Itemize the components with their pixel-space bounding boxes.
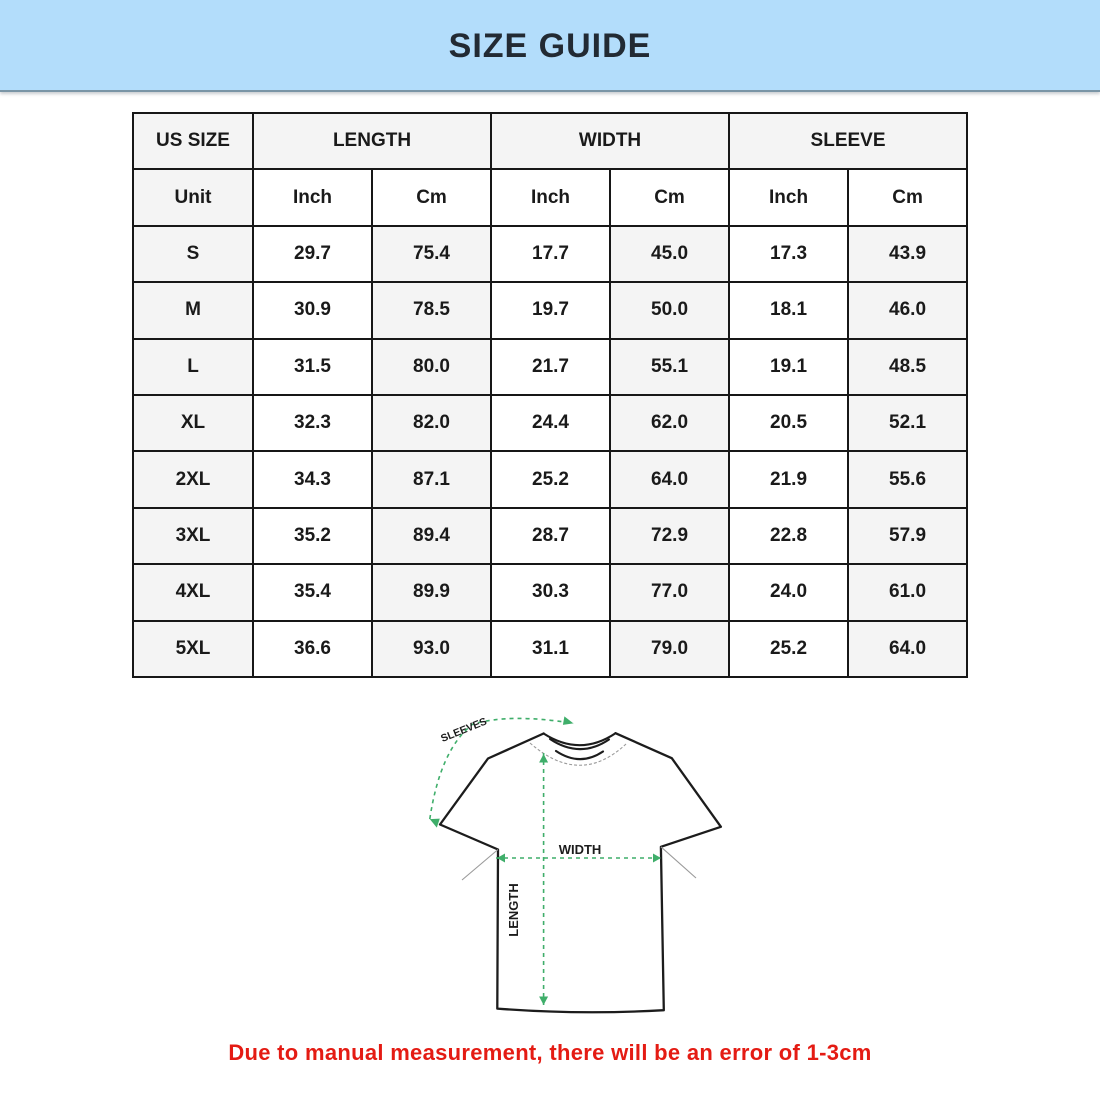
- svg-text:WIDTH: WIDTH: [559, 842, 602, 857]
- svg-text:LENGTH: LENGTH: [506, 883, 521, 936]
- svg-text:SLEEVES: SLEEVES: [439, 716, 488, 745]
